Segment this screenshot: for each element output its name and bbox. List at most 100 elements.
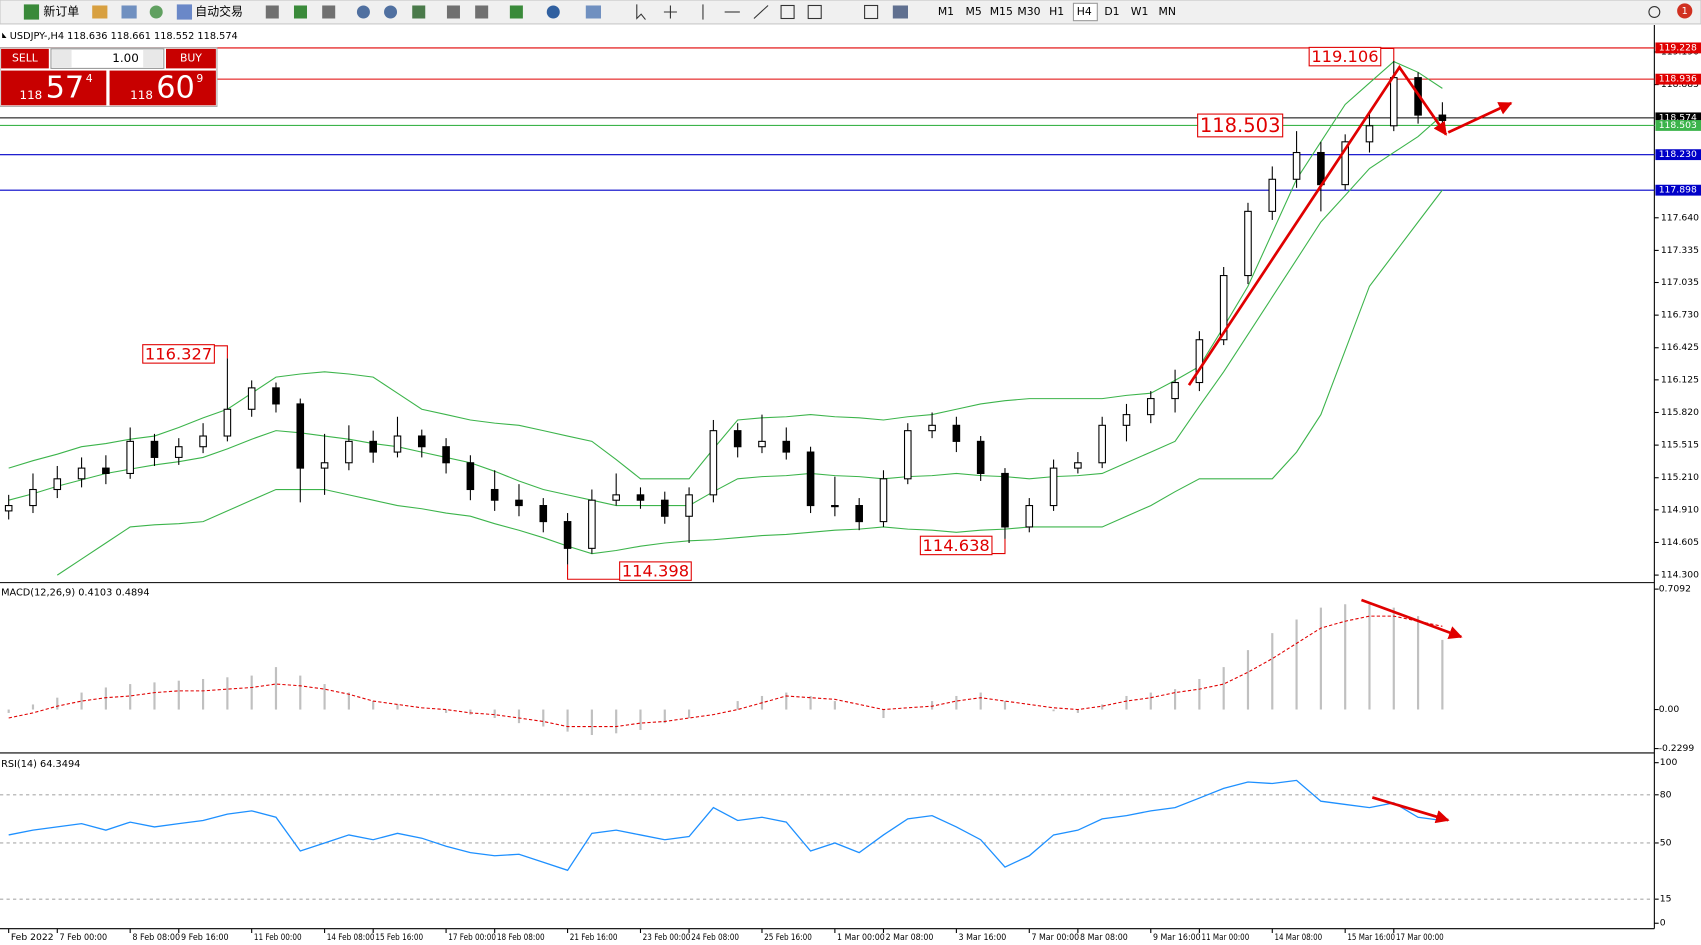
candle-body xyxy=(1244,210,1252,277)
bid-box[interactable] xyxy=(1,70,107,106)
tool-icon[interactable] xyxy=(475,5,489,19)
annotation-box xyxy=(142,344,215,364)
candle-body xyxy=(53,478,62,491)
tool-icon[interactable] xyxy=(121,5,137,19)
timeframe-button[interactable]: D1 xyxy=(1104,5,1119,18)
x-tick-label: 9 Mar 16:00 xyxy=(1153,932,1201,943)
tool-icon[interactable] xyxy=(265,5,279,19)
timeframe-button[interactable]: M5 xyxy=(966,5,982,18)
bid-point: 4 xyxy=(86,72,93,85)
lot-value[interactable]: 1.00 xyxy=(112,51,139,65)
y-tick-label: 118.885 xyxy=(1661,79,1699,90)
price-annotation: 114.398 xyxy=(622,562,689,581)
candle-body xyxy=(466,462,475,491)
chart-title: USDJPY-,H4 118.636 118.661 118.552 118.5… xyxy=(10,31,238,42)
candle-body xyxy=(831,505,839,508)
macd-tick-label: 0.7092 xyxy=(1659,584,1691,595)
annotation-pointer xyxy=(567,564,620,580)
tool-icon[interactable] xyxy=(446,5,460,19)
timeframe-button[interactable]: H1 xyxy=(1049,5,1064,18)
text-tool[interactable] xyxy=(864,4,879,20)
lot-up[interactable] xyxy=(143,49,163,68)
notification-badge[interactable] xyxy=(1677,3,1693,19)
tool-icon[interactable] xyxy=(807,4,822,20)
candle-body xyxy=(150,440,159,458)
tool-icon[interactable] xyxy=(585,5,601,19)
active-timeframe[interactable] xyxy=(1072,2,1098,22)
candle-body xyxy=(612,494,620,501)
search-icon[interactable] xyxy=(1648,6,1661,18)
lot-down[interactable] xyxy=(52,49,72,68)
annotation-box xyxy=(619,561,692,581)
y-tick-label: 115.820 xyxy=(1661,407,1699,418)
price-panel xyxy=(4,60,1447,576)
x-tick-label: Feb 2022 xyxy=(11,932,54,943)
x-tick-label: 23 Feb 00:00 xyxy=(643,932,691,943)
level-label-bg xyxy=(1655,184,1701,196)
y-tick-label: 114.910 xyxy=(1661,504,1699,515)
buy-label[interactable]: BUY xyxy=(180,52,202,65)
timeframe-button[interactable]: MN xyxy=(1159,5,1176,18)
x-tick-label: 24 Feb 08:00 xyxy=(691,932,739,943)
crosshair-tool[interactable] xyxy=(663,5,677,19)
tool-icon[interactable] xyxy=(356,5,370,19)
candle-body xyxy=(1122,414,1131,426)
tool-icon[interactable] xyxy=(322,5,336,19)
candle-body xyxy=(588,499,596,549)
tool-icon[interactable] xyxy=(412,5,426,19)
macd-tick-label: -0.2299 xyxy=(1659,743,1695,754)
candle-body xyxy=(1098,424,1106,464)
sell-label[interactable]: SELL xyxy=(12,52,38,65)
new-order-button[interactable]: 新订单 xyxy=(43,4,79,18)
annotation-pointer xyxy=(991,538,1006,555)
y-tick-label: 116.425 xyxy=(1661,342,1699,353)
tool-icon[interactable] xyxy=(149,5,163,19)
candle-body xyxy=(806,451,815,507)
auto-trading-icon[interactable] xyxy=(176,4,193,20)
tool-icon[interactable] xyxy=(546,5,560,19)
level-label: 119.228 xyxy=(1659,42,1697,53)
candle-body xyxy=(1049,467,1058,507)
timeframe-button[interactable]: W1 xyxy=(1131,5,1149,18)
timeframe-button[interactable]: M30 xyxy=(1017,5,1040,18)
ask-box[interactable] xyxy=(109,70,216,106)
candle-body xyxy=(320,462,329,469)
sell-button[interactable] xyxy=(1,48,49,69)
x-tick-label: 17 Mar 00:00 xyxy=(1396,932,1444,943)
candle-body xyxy=(1219,275,1228,341)
cursor-tool[interactable] xyxy=(636,4,646,20)
level-label: 118.936 xyxy=(1659,74,1697,85)
trend-arrow xyxy=(1187,64,1448,386)
y-tick-label: 116.125 xyxy=(1661,374,1699,385)
timeframe-button[interactable]: H4 xyxy=(1077,5,1092,18)
tool-icon[interactable] xyxy=(293,5,308,19)
tool-icon[interactable] xyxy=(780,4,795,20)
x-tick-label: 7 Feb 00:00 xyxy=(59,932,107,943)
tool-icon[interactable] xyxy=(509,5,523,19)
trendline-tool[interactable] xyxy=(753,5,769,19)
candle-body xyxy=(976,440,985,475)
macd-arrow xyxy=(1360,598,1463,639)
timeframe-button[interactable]: M15 xyxy=(990,5,1013,18)
y-tick-label: 117.335 xyxy=(1661,245,1699,256)
candle-body xyxy=(1292,151,1301,180)
band-middle xyxy=(8,114,1443,507)
tool-icon[interactable] xyxy=(892,5,908,19)
auto-trading-button[interactable]: 自动交易 xyxy=(195,4,243,18)
new-order-icon[interactable] xyxy=(23,4,40,20)
timeframe-button[interactable]: M1 xyxy=(938,5,954,18)
price-annotation: 114.638 xyxy=(923,536,990,555)
lot-input[interactable] xyxy=(50,48,165,69)
toolbar: 新订单 自动交易 xyxy=(0,0,1701,25)
candle-body xyxy=(539,505,548,523)
candle-body xyxy=(199,435,207,448)
candle-body xyxy=(709,430,718,496)
buy-button[interactable] xyxy=(165,48,216,69)
rsi-panel xyxy=(0,779,1655,900)
candle-body xyxy=(1438,114,1447,121)
tool-icon[interactable] xyxy=(384,5,398,19)
candle-body xyxy=(417,435,426,448)
tool-icon[interactable] xyxy=(92,5,108,19)
level-label-bg xyxy=(1655,73,1701,85)
candle-body xyxy=(1001,472,1009,528)
